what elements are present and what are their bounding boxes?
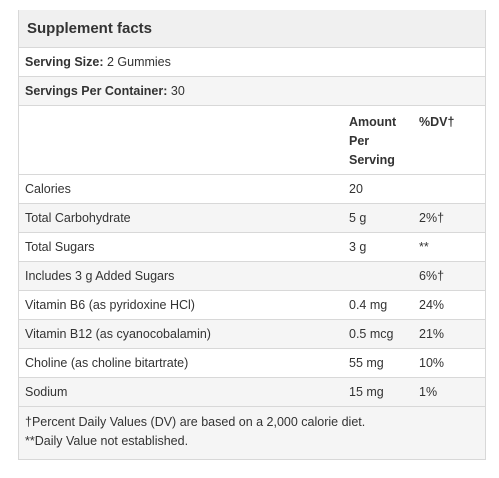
nutrient-dv: 10% <box>419 356 445 370</box>
nutrient-name: Choline (as choline bitartrate) <box>25 356 189 370</box>
nutrient-amount: 20 <box>349 182 363 196</box>
nutrient-dv: 21% <box>419 327 445 341</box>
amount-header-line: Per <box>349 134 370 148</box>
nutrient-row: Total Sugars 3 g ** <box>19 232 485 261</box>
nutrient-amount: 15 mg <box>349 385 384 399</box>
nutrient-dv: 1% <box>419 385 438 399</box>
serving-size-label: Serving Size: <box>25 55 104 69</box>
servings-per-container-label: Servings Per Container: <box>25 84 168 98</box>
column-header-row: Amount Per Serving %DV† <box>19 105 485 174</box>
amount-per-serving-header: Amount Per Serving <box>349 113 419 170</box>
nutrient-name: Total Sugars <box>25 240 95 254</box>
amount-header-line: Serving <box>349 153 395 167</box>
nutrient-name: Includes 3 g Added Sugars <box>25 269 175 283</box>
nutrient-row: Choline (as choline bitartrate) 55 mg 10… <box>19 348 485 377</box>
nutrient-name: Calories <box>25 182 71 196</box>
amount-header-line: Amount <box>349 115 397 129</box>
servings-per-container-row: Servings Per Container: 30 <box>19 76 485 105</box>
nutrient-row: Total Carbohydrate 5 g 2%† <box>19 203 485 232</box>
nutrient-name: Sodium <box>25 385 68 399</box>
nutrient-amount: 55 mg <box>349 356 384 370</box>
nutrient-dv: 2%† <box>419 211 445 225</box>
serving-size-row: Serving Size: 2 Gummies <box>19 47 485 76</box>
nutrient-row: Sodium 15 mg 1% <box>19 377 485 406</box>
servings-per-container-value: 30 <box>170 84 185 98</box>
panel-title: Supplement facts <box>19 10 485 47</box>
daily-value-header: %DV† <box>419 115 455 129</box>
nutrient-dv: ** <box>419 240 429 254</box>
nutrient-dv: 6%† <box>419 269 445 283</box>
footnotes: †Percent Daily Values (DV) are based on … <box>19 406 485 459</box>
nutrient-amount: 0.4 mg <box>349 298 388 312</box>
footnote-daily-value-not-established: **Daily Value not established. <box>25 434 189 448</box>
nutrient-amount: 0.5 mcg <box>349 327 394 341</box>
nutrient-row: Includes 3 g Added Sugars 6%† <box>19 261 485 290</box>
nutrient-name: Total Carbohydrate <box>25 211 131 225</box>
nutrient-amount: 3 g <box>349 240 367 254</box>
nutrient-row: Vitamin B6 (as pyridoxine HCl) 0.4 mg 24… <box>19 290 485 319</box>
nutrient-dv: 24% <box>419 298 445 312</box>
nutrient-row: Vitamin B12 (as cyanocobalamin) 0.5 mcg … <box>19 319 485 348</box>
nutrient-name: Vitamin B6 (as pyridoxine HCl) <box>25 298 195 312</box>
footnote-daily-value-basis: †Percent Daily Values (DV) are based on … <box>25 415 366 429</box>
nutrient-name: Vitamin B12 (as cyanocobalamin) <box>25 327 211 341</box>
serving-size-value: 2 Gummies <box>106 55 171 69</box>
nutrient-amount: 5 g <box>349 211 367 225</box>
supplement-facts-panel: Supplement facts Serving Size: 2 Gummies… <box>18 10 486 460</box>
nutrient-row: Calories 20 <box>19 174 485 203</box>
